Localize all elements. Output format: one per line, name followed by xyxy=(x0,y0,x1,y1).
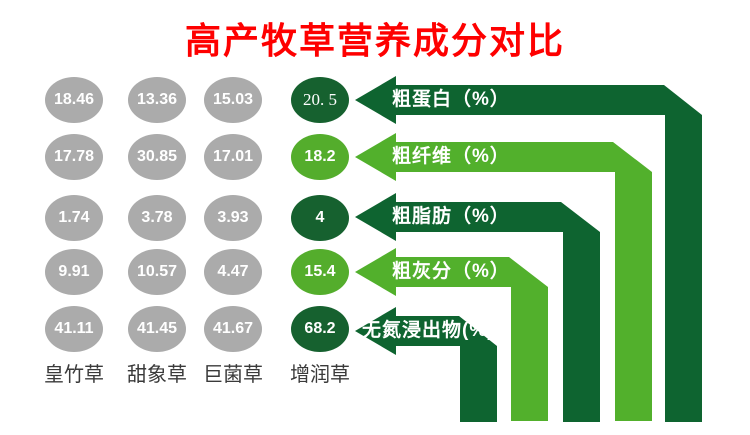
value-circle: 30.85 xyxy=(128,134,186,180)
value-circle: 18.46 xyxy=(45,77,103,123)
value-circle: 41.11 xyxy=(45,306,103,352)
value-circle: 15.4 xyxy=(291,249,349,295)
arrow-label-nitrogen-free-extract: 无氮浸出物(%) xyxy=(362,320,495,341)
value-circle: 15.03 xyxy=(204,77,262,123)
value-circle: 4 xyxy=(291,195,349,241)
value-circle: 1.74 xyxy=(45,195,103,241)
elbow-arrow-crude-protein-icon xyxy=(355,76,702,422)
elbow-arrow-crude-fat-icon xyxy=(355,193,600,422)
value-circle: 10.57 xyxy=(128,249,186,295)
column-label: 皇竹草 xyxy=(44,364,104,386)
column-label: 增润草 xyxy=(290,364,350,386)
arrow-label-crude-ash: 粗灰分（%） xyxy=(392,261,510,282)
value-circle: 17.78 xyxy=(45,134,103,180)
arrow-label-crude-protein: 粗蛋白（%） xyxy=(392,89,510,110)
value-circle: 20. 5 xyxy=(291,77,349,123)
elbow-arrow-crude-ash-icon xyxy=(355,248,548,421)
value-circle: 41.45 xyxy=(128,306,186,352)
value-circle: 3.93 xyxy=(204,195,262,241)
page-title: 高产牧草营养成分对比 xyxy=(184,20,565,61)
arrow-label-crude-fat: 粗脂肪（%） xyxy=(392,206,510,227)
value-circle: 17.01 xyxy=(204,134,262,180)
column-label: 巨菌草 xyxy=(203,364,263,386)
value-circle: 3.78 xyxy=(128,195,186,241)
elbow-arrow-crude-fiber-icon xyxy=(355,133,652,421)
arrow-label-crude-fiber: 粗纤维（%） xyxy=(392,146,510,167)
value-circle: 9.91 xyxy=(45,249,103,295)
column-label: 甜象草 xyxy=(127,364,187,386)
elbow-arrow-nitrogen-free-extract-icon xyxy=(355,307,497,422)
value-circle: 13.36 xyxy=(128,77,186,123)
value-circle: 18.2 xyxy=(291,134,349,180)
value-circle: 4.47 xyxy=(204,249,262,295)
value-circle: 41.67 xyxy=(204,306,262,352)
value-circle: 68.2 xyxy=(291,306,349,352)
